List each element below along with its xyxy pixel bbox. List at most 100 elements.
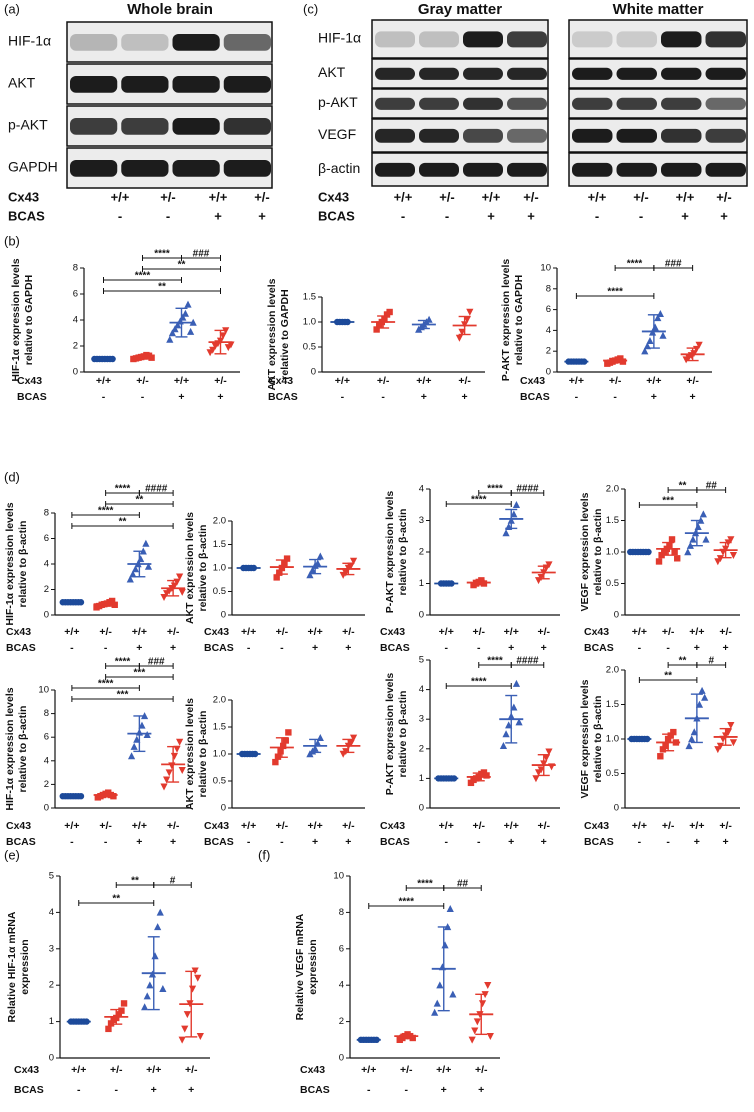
group-value: + [541,642,547,654]
group-value: +/+ [71,1064,86,1076]
panel-label: (c) [303,1,318,16]
lane-value: +/+ [394,189,413,204]
blot-title: Gray matter [418,1,502,18]
data-point [446,904,454,912]
group-value: + [136,642,142,654]
significance-label: ** [119,517,127,528]
data-point [436,981,444,989]
blot-band [572,97,613,110]
data-point [656,309,664,317]
group-value: - [477,836,481,848]
blot-row-label: HIF-1α [318,30,361,46]
y-axis-label: Relative VEGF mRNA [294,913,306,1020]
data-point [184,300,192,308]
y-tick-label: 0 [73,367,78,378]
blot-band [172,160,220,177]
significance-label: ** [664,671,672,682]
panel-label: (e) [4,847,20,862]
significance-label: ## [457,879,469,890]
data-point [178,1036,186,1044]
significance-label: # [708,656,714,667]
blot-band [375,128,415,143]
blot-title: White matter [613,1,704,18]
group-value: +/+ [416,375,431,387]
group-value: + [723,836,729,848]
significance-label: **** [98,506,114,517]
data-point [306,571,314,579]
data-point [188,985,197,993]
group-value: +/+ [132,820,147,832]
data-point [138,721,146,729]
blot-band [661,97,702,110]
blot-band [507,162,547,177]
group-value: +/+ [632,820,647,832]
data-point [510,703,518,711]
lane-label: BCAS [8,208,45,223]
group-value: + [508,642,514,654]
y-tick-label: 6 [73,289,78,300]
group-value: + [188,1084,194,1096]
data-point [165,769,173,777]
y-axis-label: P-AKT expression levels [500,259,512,382]
blot-band [705,128,746,143]
y-tick-label: 5 [49,871,54,882]
panel-label: (d) [4,469,20,484]
group-value: +/- [214,375,227,387]
y-tick-label: 8 [546,283,551,294]
y-tick-label: 1 [49,1016,54,1027]
data-point [716,742,725,750]
y-tick-label: 2 [73,341,78,352]
significance-label: ### [193,249,210,260]
lane-value: + [527,208,535,223]
group-value: + [694,642,700,654]
data-point [686,541,694,549]
y-tick-label: 4 [419,484,424,495]
significance-label: **** [115,484,131,495]
data-point [480,580,488,587]
blot-band [121,34,169,51]
group-value: +/+ [241,626,256,638]
data-point [178,588,186,596]
data-point [468,1036,476,1044]
lane-value: - [401,208,405,223]
group-value: - [666,836,670,848]
group-row-label: Cx43 [380,626,405,638]
data-point [130,742,138,750]
data-point [473,1018,481,1026]
y-tick-label: 6 [546,304,551,315]
data-point [515,718,523,726]
data-point [181,309,189,317]
y-axis-label: P-AKT expression levels [384,673,396,796]
y-tick-label: 8 [44,708,49,719]
group-value: - [141,391,145,403]
group-row-label: BCAS [204,836,234,848]
group-value: +/+ [632,626,647,638]
group-value: + [462,391,468,403]
group-value: +/+ [132,626,147,638]
group-value: +/- [99,820,112,832]
data-point [143,992,151,1000]
blot-band [661,31,702,48]
data-point [449,990,457,998]
y-tick-label: 4 [339,980,344,991]
blot-band [705,31,746,48]
blot-row-label: HIF-1α [8,33,51,49]
significance-label: *** [134,668,146,679]
group-value: + [312,642,318,654]
group-value: +/- [276,820,289,832]
group-row-label: Cx43 [6,820,31,832]
data-point [466,308,474,316]
group-value: +/- [475,1064,488,1076]
data-point [127,752,136,760]
significance-label: *** [117,690,129,701]
data-point [170,752,179,760]
significance-label: **** [607,287,623,298]
lane-value: + [214,208,222,223]
data-point [619,358,627,365]
group-value: +/- [99,626,112,638]
data-point [657,753,664,760]
data-point [484,982,492,989]
data-point [671,548,678,556]
blot-band [616,31,657,48]
group-value: + [541,836,547,848]
